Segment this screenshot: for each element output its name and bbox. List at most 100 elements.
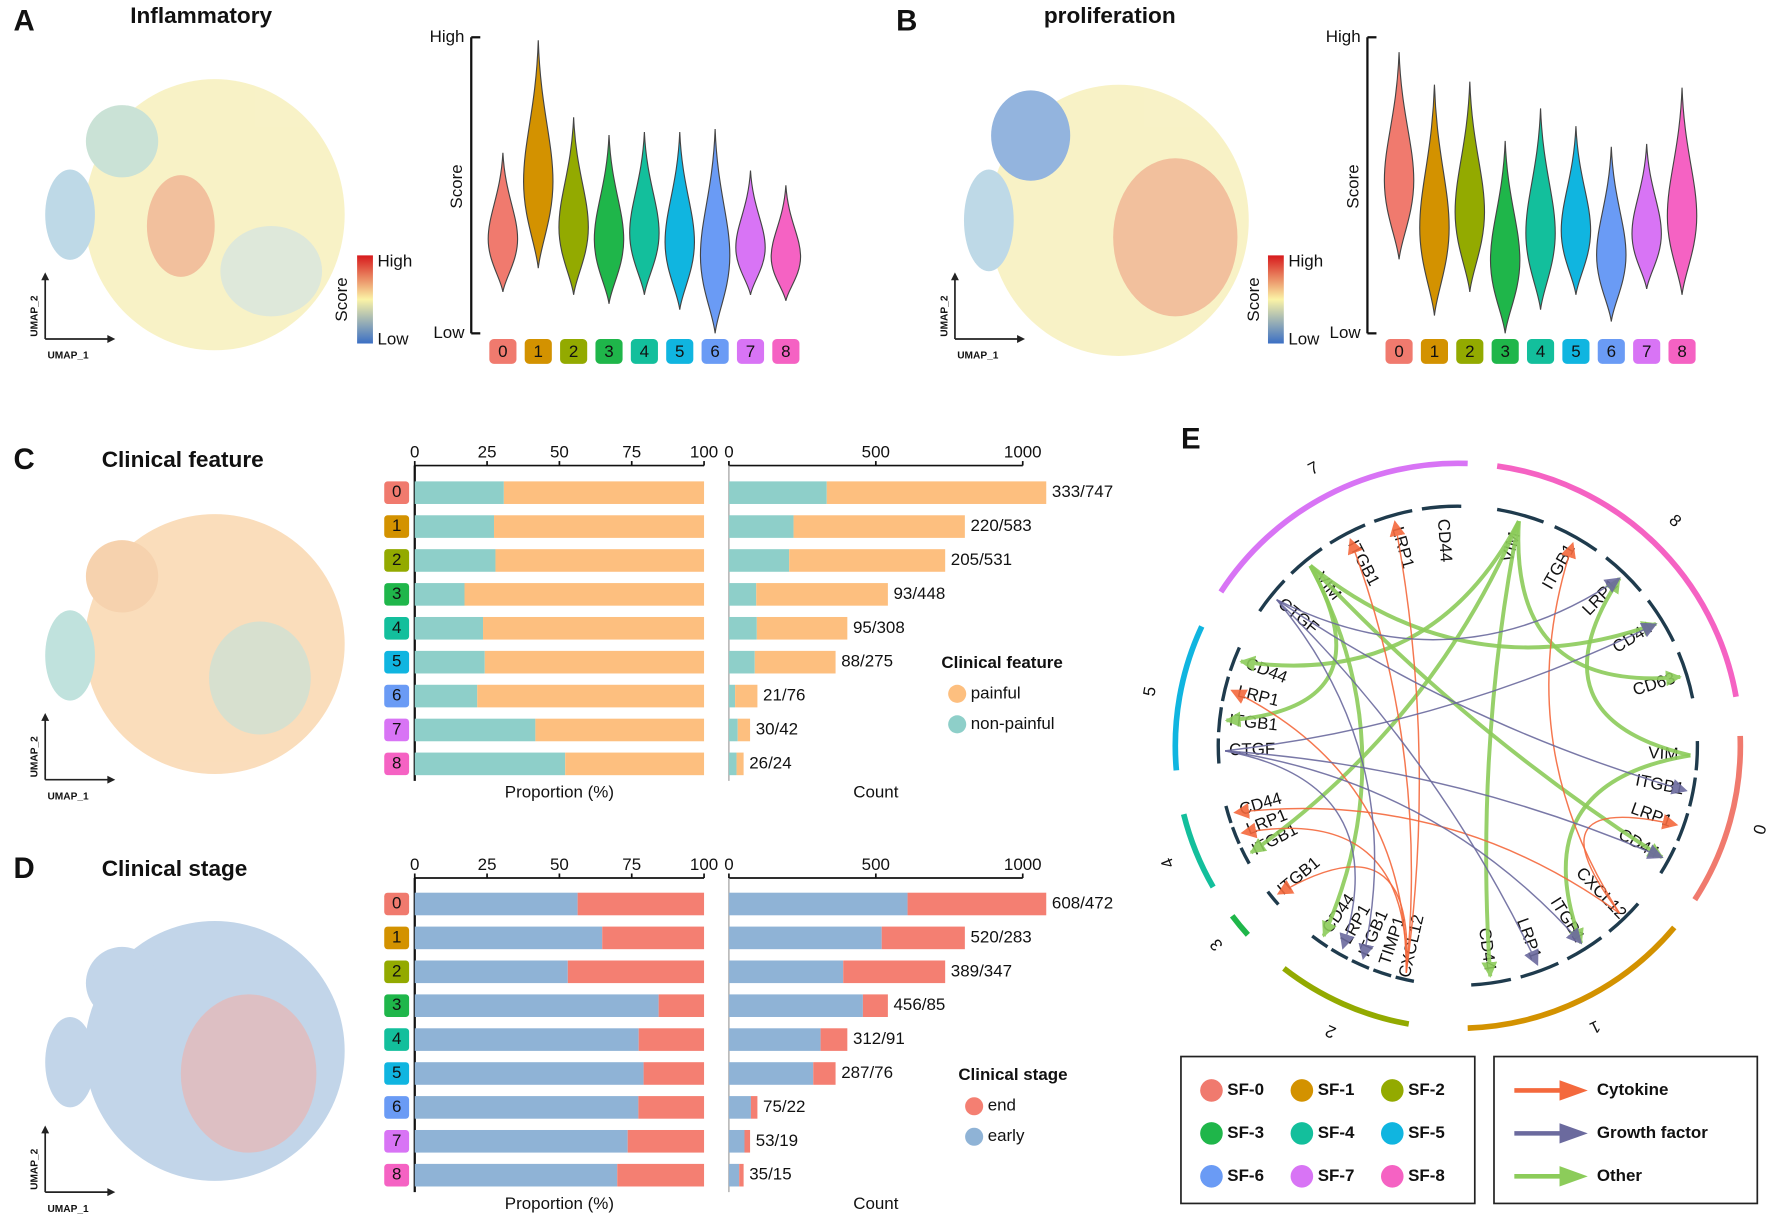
bar-segment (414, 1028, 639, 1051)
bar-segment (739, 1163, 744, 1187)
bar-segment (484, 650, 705, 674)
umap-y-label: UMAP_2 (30, 736, 41, 778)
x-tick-label: 8 (1677, 342, 1686, 361)
link (1347, 537, 1413, 973)
legend-title: Clinical stage (958, 1065, 1067, 1084)
bar-segment (793, 515, 965, 538)
bar-segment (728, 892, 908, 916)
bar-segment (728, 650, 755, 674)
category-badge (524, 338, 552, 364)
category-badge (384, 616, 410, 640)
gene-label: ITGB1 (1344, 537, 1383, 589)
category-badge (384, 1163, 410, 1187)
sector-arc (1692, 735, 1744, 902)
value-label: 287/76 (841, 1063, 893, 1082)
bar-segment (627, 1129, 705, 1153)
category-badge (384, 1028, 410, 1051)
gene-segment (1421, 504, 1462, 511)
x-tick-label: 2 (569, 342, 578, 361)
legend-label: SF-2 (1408, 1080, 1445, 1099)
bar-segment (414, 1163, 618, 1187)
panel-letter: A (14, 4, 35, 37)
legend-arrow-head (1559, 1080, 1588, 1101)
bar-segment (907, 892, 1047, 916)
legend-swatch (1200, 1079, 1223, 1102)
gene-segment (1372, 968, 1392, 978)
gene-segment (1220, 676, 1231, 702)
y-tick-label: 5 (392, 1063, 401, 1082)
value-label: 35/15 (749, 1165, 791, 1184)
legend-swatch (1290, 1079, 1314, 1102)
y-tick-label: 3 (392, 584, 401, 603)
value-label: 30/42 (756, 719, 798, 738)
legend-label: end (988, 1096, 1016, 1115)
umap-x-label: UMAP_1 (47, 351, 89, 362)
gene-segment (1330, 947, 1349, 961)
category-badge (384, 549, 410, 572)
bar-segment (728, 684, 736, 708)
category-badge (384, 583, 410, 606)
gene-segment (1351, 959, 1370, 970)
bar-segment (414, 1129, 628, 1153)
sector-label: 1 (1587, 1016, 1604, 1037)
sector-label: 8 (1665, 511, 1685, 531)
link (1308, 564, 1664, 859)
value-label: 205/531 (951, 550, 1012, 569)
bar-segment (728, 718, 738, 742)
violin (593, 134, 625, 304)
link (1224, 750, 1356, 950)
violin (629, 132, 660, 295)
bar-segment (414, 926, 603, 950)
link (1239, 520, 1521, 672)
bar-segment (535, 718, 705, 742)
legend-swatch (1290, 1165, 1314, 1188)
category-badge (1385, 338, 1413, 364)
x-tick-label: 50 (550, 855, 569, 874)
category-badge (595, 338, 623, 364)
link (1276, 599, 1688, 795)
link (1583, 814, 1679, 914)
link (1309, 564, 1658, 650)
bar-segment (728, 549, 790, 572)
legend-swatch (965, 1127, 984, 1146)
bar-segment (728, 994, 863, 1017)
umap-arrow (41, 1125, 116, 1197)
link (1225, 623, 1658, 752)
bar-segment (728, 515, 794, 538)
y-tick-label: 5 (392, 652, 401, 671)
legend-label: early (988, 1126, 1025, 1145)
category-badge (772, 338, 800, 364)
category-badge (384, 892, 410, 916)
bar-segment (826, 481, 1047, 504)
category-badge (1633, 338, 1661, 364)
violin (1419, 84, 1450, 316)
bar-segment (565, 752, 705, 776)
y-tick-label: 2 (392, 961, 401, 980)
y-tick-label: Low (433, 323, 465, 342)
y-axis-label: Score (447, 164, 466, 208)
value-label: 75/22 (763, 1097, 805, 1116)
x-tick-label: 75 (622, 855, 641, 874)
bar-segment (414, 549, 496, 572)
category-badge (701, 338, 729, 364)
bar-segment (414, 481, 504, 504)
gene-segment (1216, 738, 1221, 764)
gene-segment (1266, 890, 1280, 906)
category-badge (489, 338, 517, 364)
y-tick-label: 0 (392, 893, 401, 912)
category-badge (1526, 338, 1555, 364)
y-tick-label: 8 (392, 1165, 401, 1184)
umap-arrow (41, 272, 116, 343)
bar-segment (414, 752, 566, 776)
bar-segment (414, 892, 578, 916)
umap-x-label: UMAP_1 (47, 791, 89, 802)
y-tick-label: 7 (392, 1131, 401, 1150)
violin (699, 129, 731, 334)
bar-segment (414, 718, 536, 742)
y-tick-label: 1 (392, 927, 401, 946)
gene-label: CD63 (1631, 669, 1678, 700)
x-tick-label: 0 (410, 855, 419, 874)
violin (770, 185, 802, 301)
x-tick-label: 1 (1430, 342, 1439, 361)
bar-segment (728, 926, 882, 950)
